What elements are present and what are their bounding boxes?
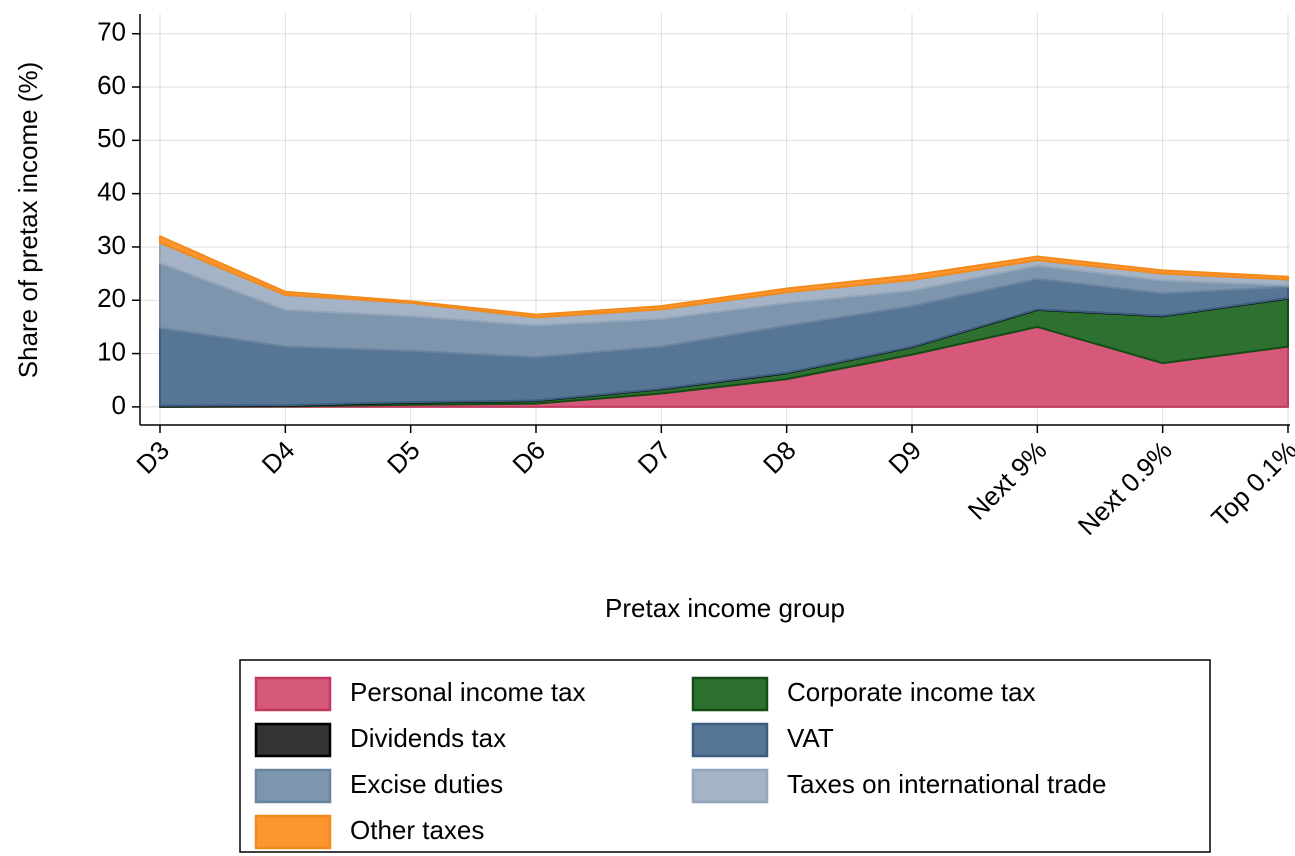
y-tick-label: 30 — [97, 230, 126, 260]
x-tick-label: Next 0.9% — [1072, 435, 1178, 541]
x-tick-label: Next 9% — [962, 435, 1053, 526]
legend-swatch — [254, 768, 332, 804]
areas — [159, 235, 1289, 408]
x-tick-label: D8 — [757, 435, 802, 480]
x-tick-label: D9 — [882, 435, 927, 480]
legend-swatch — [254, 722, 332, 758]
y-tick-label: 50 — [97, 123, 126, 153]
legend-swatch — [691, 768, 769, 804]
x-tick-label: D5 — [381, 435, 426, 480]
y-tick-label: 40 — [97, 177, 126, 207]
area — [159, 235, 1289, 319]
x-axis-title: Pretax income group — [605, 593, 845, 623]
legend-label: Taxes on international trade — [787, 769, 1106, 799]
legend-swatch — [254, 676, 332, 712]
x-tick-label: D7 — [632, 435, 677, 480]
y-tick-label: 60 — [97, 70, 126, 100]
legend-swatch — [691, 676, 769, 712]
y-axis-title: Share of pretax income (%) — [13, 62, 43, 378]
legend-label: Dividends tax — [350, 723, 506, 753]
x-tick-label: D6 — [506, 435, 551, 480]
x-tick-label: D4 — [256, 435, 301, 480]
legend-box — [239, 659, 1211, 853]
legend-label: Other taxes — [350, 815, 484, 845]
x-tick-label: D3 — [130, 435, 175, 480]
legend-swatch — [691, 722, 769, 758]
legend-swatch — [254, 814, 332, 850]
x-tick-label: Top 0.1% — [1205, 435, 1295, 533]
y-tick-label: 20 — [97, 283, 126, 313]
legend-label: VAT — [787, 723, 834, 753]
legend-label: Excise duties — [350, 769, 503, 799]
legend-label: Personal income tax — [350, 677, 586, 707]
legend-label: Corporate income tax — [787, 677, 1036, 707]
y-tick-label: 10 — [97, 336, 126, 366]
y-tick-label: 70 — [97, 17, 126, 47]
y-tick-label: 0 — [112, 390, 126, 420]
